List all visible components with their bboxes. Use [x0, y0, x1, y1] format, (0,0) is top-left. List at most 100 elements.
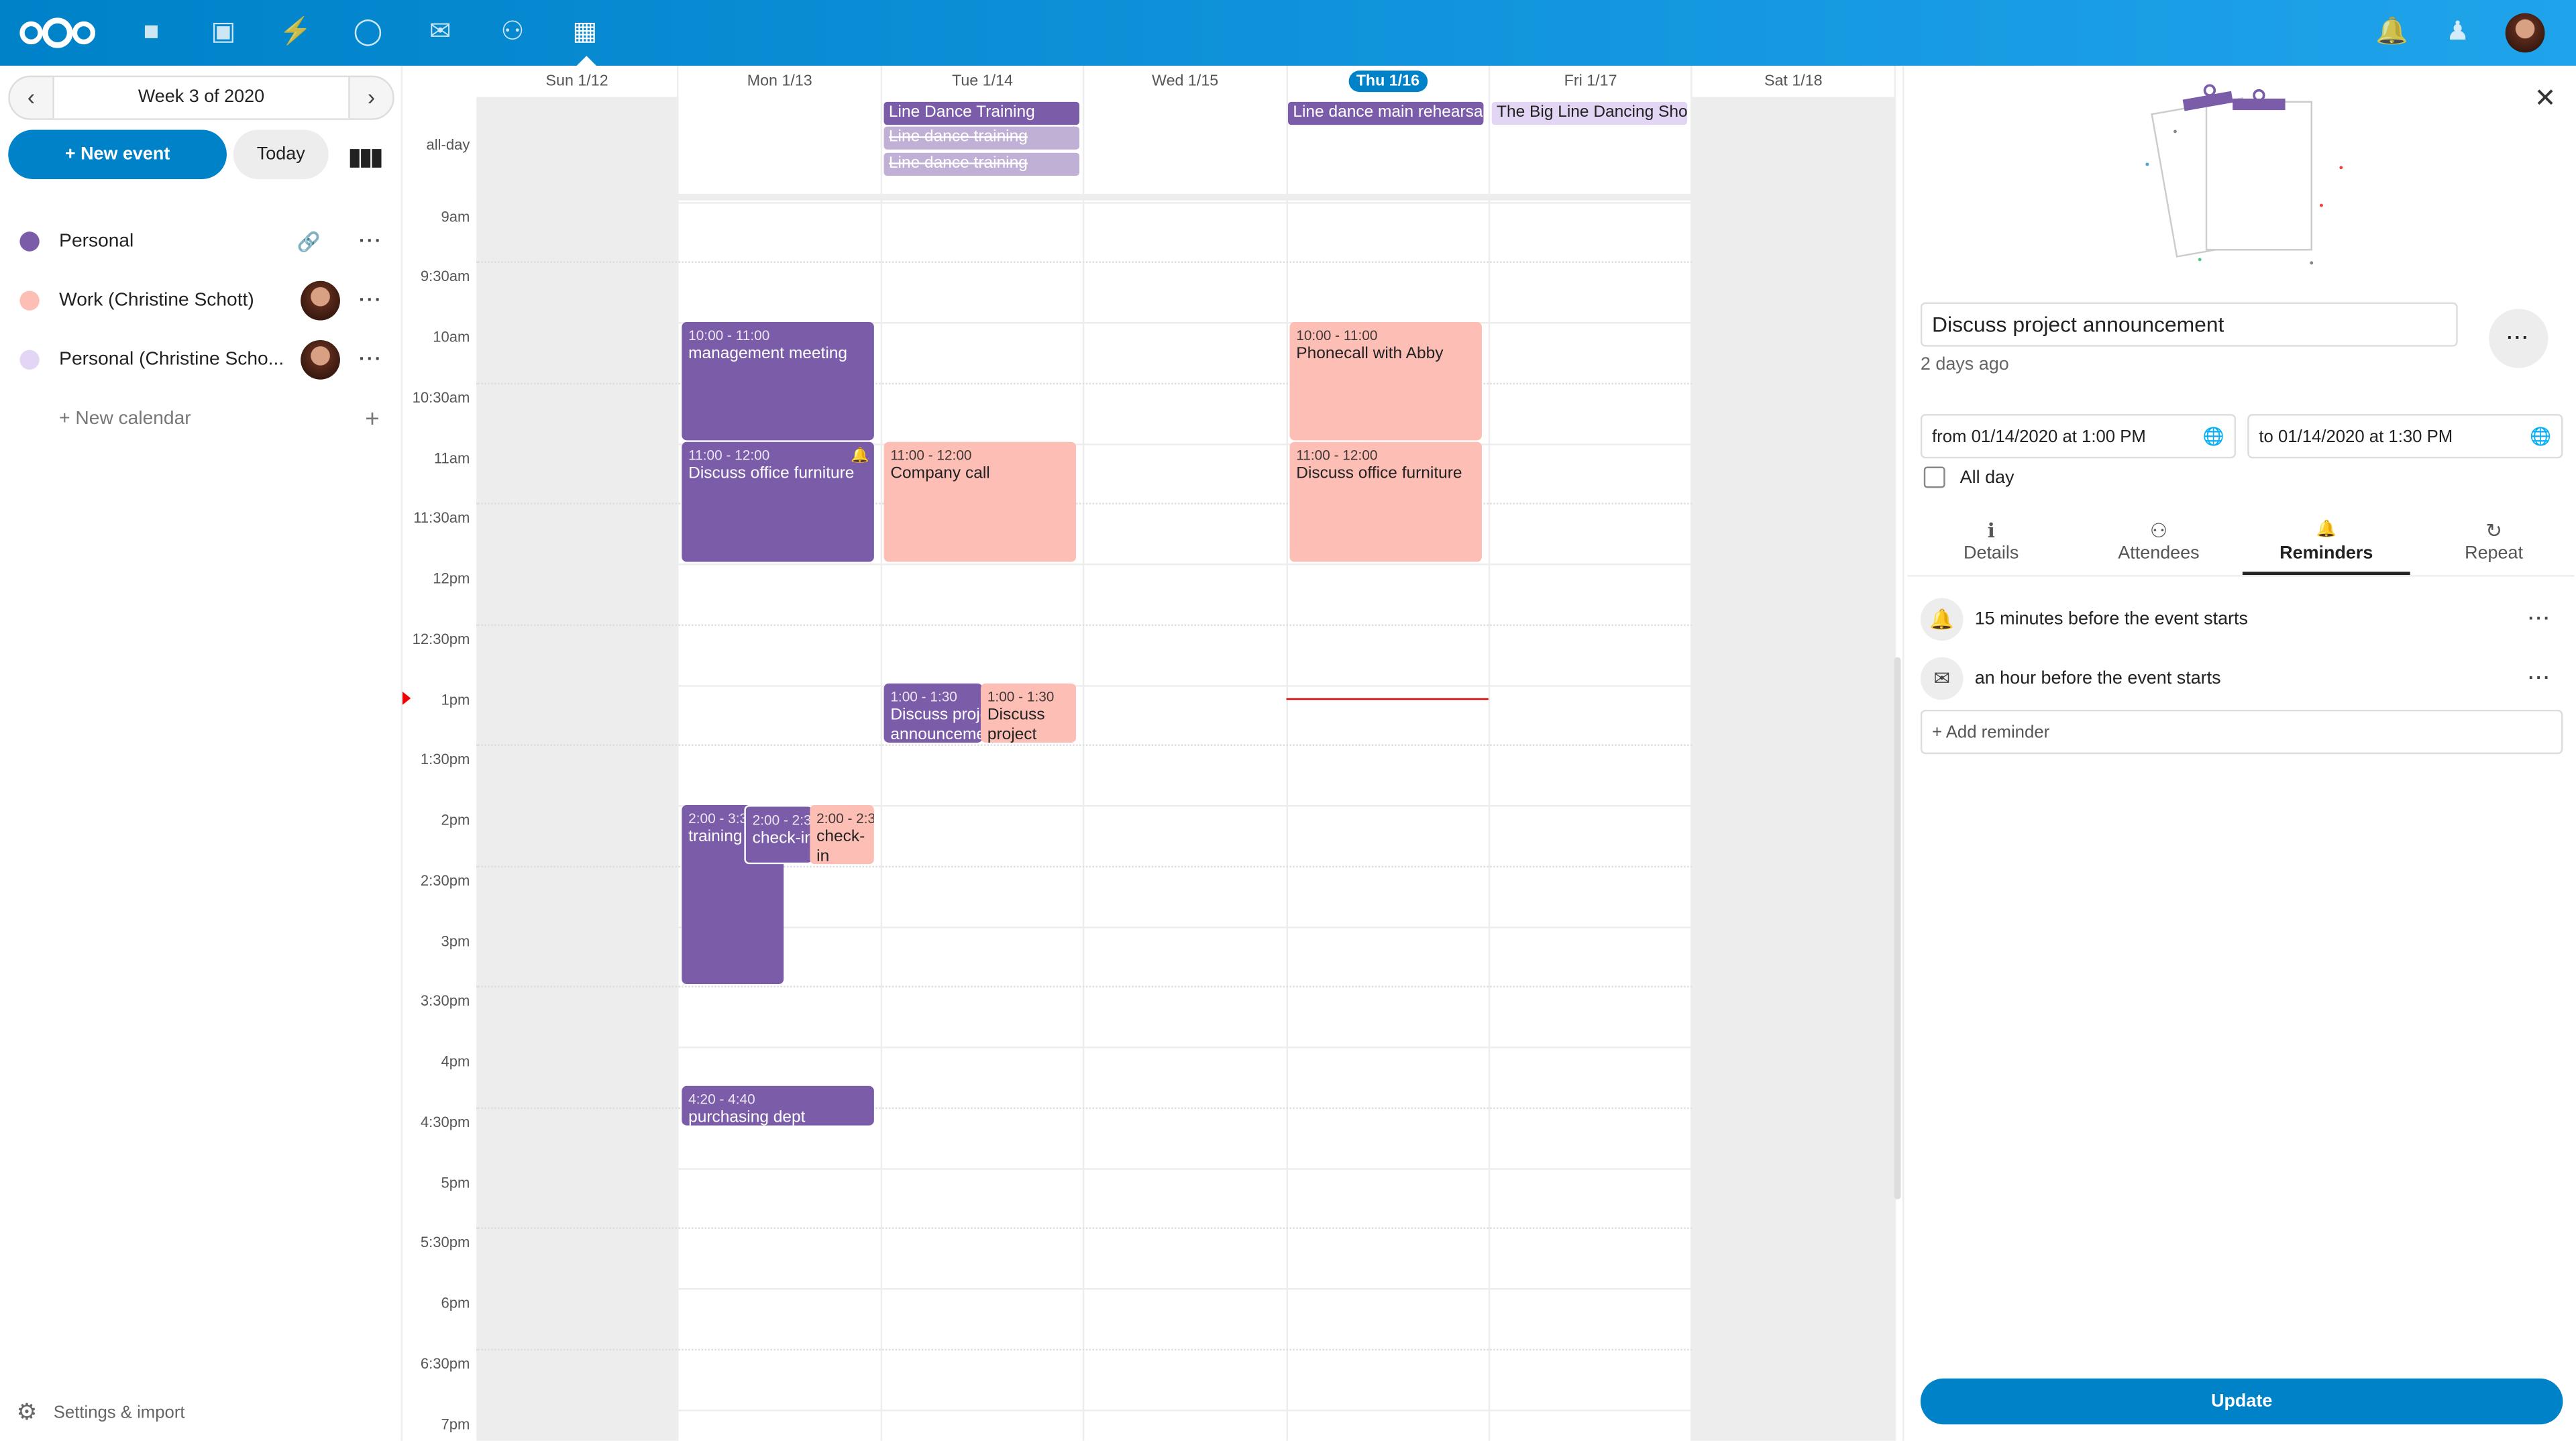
user-avatar[interactable] [2505, 13, 2545, 53]
tab-attendees[interactable]: ⚇ Attendees [2075, 515, 2243, 576]
current-time-marker [402, 692, 411, 705]
day-header[interactable]: Tue 1/14 [882, 65, 1085, 97]
calendar-item-work[interactable]: Work (Christine Schott) ··· [0, 276, 402, 325]
scrollbar[interactable] [1894, 657, 1901, 1199]
activity-icon[interactable]: ⚡ [279, 17, 313, 46]
day-column[interactable] [882, 97, 1085, 1441]
reminder-item[interactable]: 🔔 15 minutes before the event starts ··· [1920, 596, 2561, 643]
day-column[interactable] [1287, 97, 1491, 1441]
more-icon[interactable]: ··· [359, 290, 383, 311]
start-date-field[interactable]: from 01/14/2020 at 1:00 PM 🌐 [1920, 414, 2237, 459]
grid-line [476, 443, 1693, 445]
day-header[interactable]: Sun 1/12 [476, 65, 680, 97]
attendees-icon: ⚇ [2149, 519, 2168, 543]
checkbox[interactable] [1923, 466, 1945, 488]
settings-button[interactable]: ⚙ Settings & import [16, 1398, 184, 1426]
time-label: 7pm [441, 1415, 470, 1432]
day-header[interactable]: Wed 1/15 [1085, 65, 1287, 97]
new-calendar-button[interactable]: + New calendar + [0, 394, 402, 443]
calendar-icon[interactable]: ▦ [572, 17, 598, 46]
tab-label: Repeat [2465, 543, 2524, 564]
week-label[interactable]: Week 3 of 2020 [52, 77, 350, 119]
event[interactable]: 11:00 - 12:00 Company call [883, 441, 1077, 562]
day-column[interactable] [679, 97, 882, 1441]
end-date-field[interactable]: to 01/14/2020 at 1:30 PM 🌐 [2247, 414, 2563, 459]
event-title: check-in [752, 829, 814, 848]
calendar-item-personal[interactable]: Personal 🔗 ··· [0, 217, 402, 266]
share-link-icon[interactable]: 🔗 [297, 233, 321, 254]
grid-line [476, 1348, 1693, 1350]
allday-event-cancelled[interactable]: Line dance training [883, 152, 1079, 176]
day-label: Sat 1/18 [1764, 72, 1823, 91]
more-icon[interactable]: ··· [359, 231, 383, 252]
day-column[interactable] [1693, 97, 1896, 1441]
event[interactable]: 🔔 11:00 - 12:00 Discuss office furniture [682, 441, 874, 562]
nextcloud-logo[interactable] [16, 16, 98, 49]
files-icon[interactable]: ■ [143, 17, 160, 46]
all-day-checkbox[interactable]: All day [1923, 466, 2015, 488]
allday-event[interactable]: The Big Line Dancing Show [1491, 101, 1688, 125]
day-column[interactable] [1085, 97, 1287, 1441]
time-label: 10:30am [412, 388, 470, 406]
calendar-item-personal-shared[interactable]: Personal (Christine Scho... ··· [0, 335, 402, 384]
grid-line [476, 201, 1693, 203]
tab-details[interactable]: ℹ Details [1907, 515, 2075, 576]
photos-icon[interactable]: ▣ [211, 17, 236, 46]
notifications-icon[interactable]: 🔔 [2375, 17, 2409, 46]
timezone-globe-icon[interactable]: 🌐 [2530, 427, 2552, 447]
event-time: 11:00 - 12:00 [890, 447, 972, 464]
more-actions-button[interactable]: ··· [2489, 309, 2548, 368]
mail-icon[interactable]: ✉ [429, 17, 451, 46]
calendar-name: Personal [59, 231, 134, 252]
event-title-input[interactable]: Discuss project announcement [1920, 302, 2458, 347]
plus-icon[interactable]: + [365, 405, 380, 433]
talk-icon[interactable]: ◯ [353, 17, 383, 46]
grid-line [476, 1288, 1693, 1290]
day-column[interactable] [476, 97, 680, 1441]
day-header[interactable]: Mon 1/13 [679, 65, 882, 97]
day-header[interactable]: Sat 1/18 [1693, 65, 1896, 97]
event[interactable]: 4:20 - 4:40 purchasing dept [682, 1085, 874, 1126]
new-event-button[interactable]: + New event [8, 129, 227, 179]
contacts-menu-icon[interactable]: ♟ [2446, 17, 2470, 46]
allday-event[interactable]: Line dance main rehearsal [1288, 101, 1484, 125]
view-switch-icon[interactable]: ▮▮▮ [348, 143, 383, 170]
timezone-globe-icon[interactable]: 🌐 [2202, 427, 2224, 447]
contacts-icon[interactable]: ⚇ [500, 17, 525, 46]
event[interactable]: 10:00 - 11:00 management meeting [682, 322, 874, 441]
time-label: 4pm [441, 1053, 470, 1070]
reminder-item[interactable]: ✉ an hour before the event starts ··· [1920, 655, 2561, 702]
tab-reminders[interactable]: 🔔 Reminders [2242, 515, 2410, 576]
time-label: 10am [433, 328, 470, 345]
next-week-button[interactable]: › [367, 83, 376, 111]
day-column[interactable] [1490, 97, 1693, 1441]
bell-icon: 🔔 [851, 447, 869, 464]
reminder-more-icon[interactable]: ··· [2528, 609, 2552, 629]
all-day-label: All day [1960, 467, 2015, 488]
allday-event-cancelled[interactable]: Line dance training [883, 126, 1079, 150]
event[interactable]: 1:00 - 1:30 Discuss project [981, 683, 1077, 743]
event[interactable]: 10:00 - 11:00 Phonecall with Abby [1289, 322, 1482, 441]
previous-week-button[interactable]: ‹ [27, 83, 36, 111]
day-header[interactable]: Fri 1/17 [1490, 65, 1693, 97]
event-time: 11:00 - 12:00 [688, 447, 770, 464]
owner-avatar [301, 280, 340, 321]
more-icon[interactable]: ··· [359, 350, 383, 370]
time-label: 12pm [433, 570, 470, 587]
add-reminder-input[interactable]: + Add reminder [1920, 709, 2563, 755]
close-icon[interactable]: ✕ [2534, 85, 2557, 113]
update-button[interactable]: Update [1920, 1378, 2563, 1425]
day-header[interactable]: Thu 1/16 [1287, 65, 1491, 97]
allday-event[interactable]: Line Dance Training [883, 101, 1079, 125]
grid-line [476, 382, 1693, 384]
today-button[interactable]: Today [233, 129, 329, 179]
event-time: 2:00 - 3:30 [688, 810, 755, 826]
calendar-name: Work (Christine Schott) [59, 290, 254, 311]
reminder-text: 15 minutes before the event starts [1974, 609, 2249, 629]
tab-repeat[interactable]: ↻ Repeat [2410, 515, 2576, 576]
event[interactable]: 11:00 - 12:00 Discuss office furniture [1289, 441, 1482, 562]
reminder-more-icon[interactable]: ··· [2528, 668, 2552, 689]
